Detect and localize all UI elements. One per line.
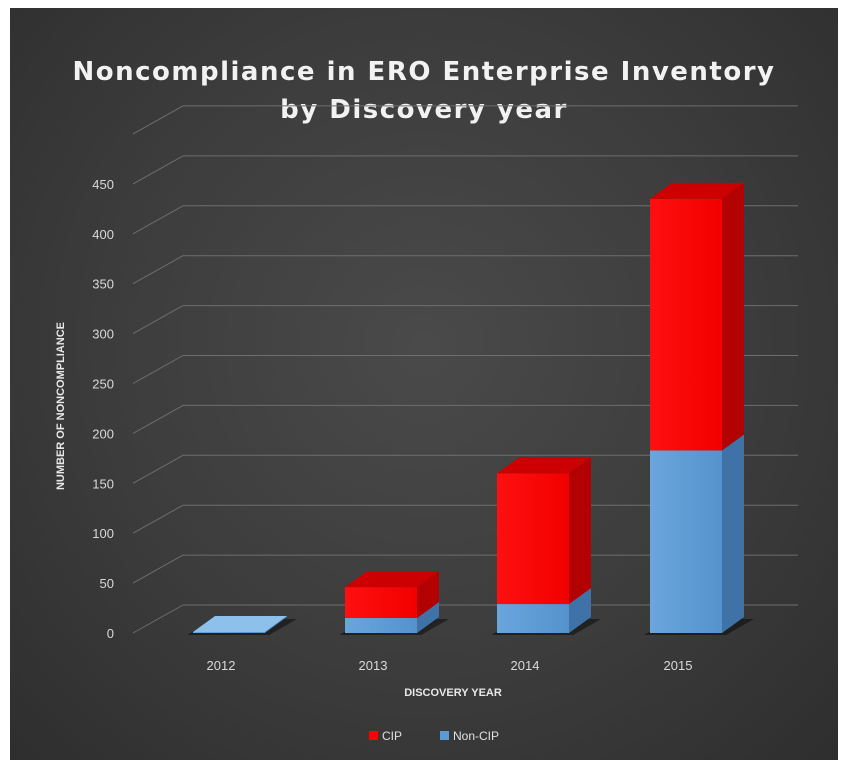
bar-non-cip-2012-top bbox=[193, 616, 287, 633]
bar-non-cip-2015-side bbox=[722, 434, 744, 633]
y-tick-label: 100 bbox=[92, 526, 114, 541]
gridline-diagonal bbox=[132, 554, 184, 584]
legend-swatch-non-cip bbox=[440, 731, 449, 740]
chart-svg: Noncompliance in ERO Enterprise Inventor… bbox=[55, 57, 798, 743]
legend-label-cip: CIP bbox=[382, 729, 402, 743]
legend-swatch-cip bbox=[369, 731, 378, 740]
y-tick-label: 450 bbox=[92, 177, 114, 192]
bar-cip-2015 bbox=[650, 182, 744, 451]
x-axis-ticks: 2012 2013 2014 2015 bbox=[207, 658, 693, 673]
legend: CIP Non-CIP bbox=[369, 729, 499, 743]
bar-cip-2014-top bbox=[497, 457, 591, 474]
bar-cip-2014-side bbox=[569, 457, 591, 605]
bar-cip-2013-top bbox=[345, 571, 439, 588]
y-tick-label: 0 bbox=[107, 626, 114, 641]
chart-title-line-2: by Discovery year bbox=[280, 95, 568, 125]
y-tick-label: 400 bbox=[92, 227, 114, 242]
y-tick-label: 200 bbox=[92, 426, 114, 441]
x-tick-label: 2015 bbox=[664, 658, 693, 673]
gridline-diagonal bbox=[132, 105, 184, 135]
gridline-diagonal bbox=[132, 504, 184, 534]
x-tick-label: 2014 bbox=[511, 658, 540, 673]
bar-cip-2013-front bbox=[345, 587, 417, 619]
bar-non-cip-2012-front bbox=[193, 632, 265, 634]
bars bbox=[187, 182, 754, 635]
y-tick-label: 250 bbox=[92, 377, 114, 392]
bar-cip-2013 bbox=[345, 571, 439, 619]
chart-area: Noncompliance in ERO Enterprise Inventor… bbox=[10, 8, 838, 760]
chart-title-line-1: Noncompliance in ERO Enterprise Inventor… bbox=[73, 57, 776, 87]
bar-non-cip-2012 bbox=[193, 616, 287, 634]
y-axis-ticks: 0 50 100 150 200 250 300 350 400 450 bbox=[92, 177, 114, 641]
bar-cip-2015-top bbox=[650, 182, 744, 199]
bar-cip-2014 bbox=[497, 457, 591, 605]
y-tick-label: 150 bbox=[92, 476, 114, 491]
bar-non-cip-2013-side bbox=[417, 602, 439, 633]
bar-non-cip-2014-side bbox=[569, 588, 591, 633]
gridline-diagonal bbox=[132, 305, 184, 335]
gridline-diagonal bbox=[132, 454, 184, 484]
y-tick-label: 300 bbox=[92, 327, 114, 342]
gridline-diagonal bbox=[132, 604, 184, 634]
legend-label-non-cip: Non-CIP bbox=[453, 729, 499, 743]
bar-cip-2015-front bbox=[650, 198, 722, 451]
y-tick-label: 50 bbox=[100, 576, 114, 591]
bar-non-cip-2015-front bbox=[650, 450, 722, 633]
bar-non-cip-2013 bbox=[345, 602, 439, 633]
gridline-diagonal bbox=[132, 255, 184, 285]
x-axis-title: DISCOVERY YEAR bbox=[404, 687, 502, 699]
gridline-diagonal bbox=[132, 155, 184, 185]
bar-cip-2014-front bbox=[497, 473, 569, 605]
bar-cip-2015-side bbox=[722, 182, 744, 451]
y-axis-title: NUMBER OF NONCOMPLIANCE bbox=[55, 322, 67, 490]
gridline-diagonal bbox=[132, 404, 184, 434]
x-tick-label: 2013 bbox=[359, 658, 388, 673]
bar-non-cip-2015 bbox=[650, 434, 744, 633]
y-tick-label: 350 bbox=[92, 277, 114, 292]
bar-non-cip-2014-front bbox=[497, 604, 569, 633]
bar-non-cip-2014 bbox=[497, 588, 591, 633]
gridline-diagonal bbox=[132, 205, 184, 235]
bar-cip-2013-side bbox=[417, 571, 439, 619]
gridline-diagonal bbox=[132, 355, 184, 384]
x-tick-label: 2012 bbox=[207, 658, 236, 673]
bar-non-cip-2013-front bbox=[345, 618, 417, 633]
bar-non-cip-2012-side bbox=[265, 616, 287, 633]
